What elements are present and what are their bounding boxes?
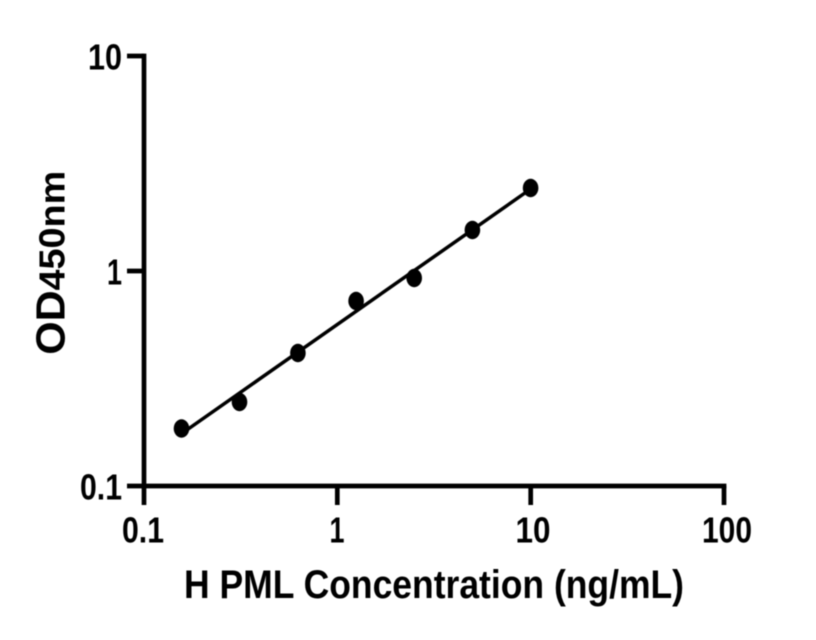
svg-text:10: 10 bbox=[88, 37, 122, 77]
svg-text:H PML Concentration (ng/mL): H PML Concentration (ng/mL) bbox=[184, 563, 684, 607]
svg-text:0.1: 0.1 bbox=[80, 467, 122, 507]
svg-text:OD450nm: OD450nm bbox=[28, 171, 74, 355]
svg-text:1: 1 bbox=[107, 252, 122, 292]
svg-text:10: 10 bbox=[516, 510, 551, 550]
svg-text:1: 1 bbox=[330, 510, 345, 550]
svg-text:100: 100 bbox=[702, 510, 752, 550]
svg-text:0.1: 0.1 bbox=[122, 510, 164, 550]
